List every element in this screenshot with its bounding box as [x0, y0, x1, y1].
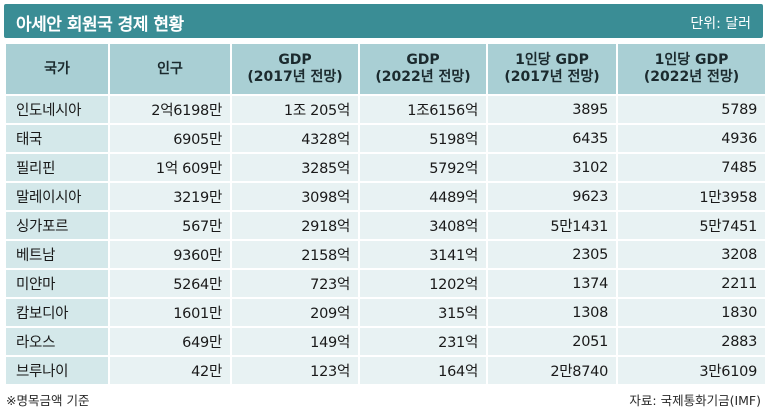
country-cell: 라오스 [6, 328, 108, 355]
gdp-per-capita-2017-cell: 1374 [488, 270, 616, 297]
header-sublabel: (2022년 전망) [643, 69, 740, 85]
header-label: 인구 [157, 60, 183, 77]
country-cell: 베트남 [6, 241, 108, 268]
gdp-per-capita-2017-cell: 5만1431 [488, 212, 616, 239]
gdp-2022-cell: 5792억 [360, 154, 486, 181]
table-row: 라오스 649만 149억 231억 2051 2883 [6, 328, 765, 355]
gdp-2022-cell: 5198억 [360, 125, 486, 152]
gdp-2022-cell: 164억 [360, 357, 486, 384]
table-row: 태국 6905만 4328억 5198억 6435 4936 [6, 125, 765, 152]
gdp-per-capita-2017-cell: 2만8740 [488, 357, 616, 384]
gdp-2017-cell: 149억 [232, 328, 358, 355]
gdp-per-capita-2017-cell: 9623 [488, 183, 616, 210]
gdp-2022-cell: 4489억 [360, 183, 486, 210]
population-cell: 6905만 [110, 125, 230, 152]
header-gdp-per-capita-2017: 1인당 GDP (2017년 전망) [488, 44, 616, 94]
gdp-2017-cell: 123억 [232, 357, 358, 384]
gdp-2017-cell: 209억 [232, 299, 358, 326]
gdp-2017-cell: 2158억 [232, 241, 358, 268]
header-sublabel: (2017년 전망) [504, 69, 600, 85]
unit-label: 단위: 달러 [690, 16, 751, 32]
gdp-2022-cell: 3408억 [360, 212, 486, 239]
gdp-2017-cell: 3098억 [232, 183, 358, 210]
table-row: 브루나이 42만 123억 164억 2만8740 3만6109 [6, 357, 765, 384]
country-cell: 싱가포르 [6, 212, 108, 239]
gdp-per-capita-2017-cell: 1308 [488, 299, 616, 326]
gdp-per-capita-2022-cell: 3208 [618, 241, 765, 268]
header-label: GDP [278, 52, 312, 68]
gdp-per-capita-2022-cell: 1830 [618, 299, 765, 326]
header-label: 1인당 GDP [654, 52, 729, 68]
gdp-per-capita-2017-cell: 3895 [488, 96, 616, 123]
gdp-2017-cell: 723억 [232, 270, 358, 297]
table-row: 인도네시아 2억6198만 1조 205억 1조6156억 3895 5789 [6, 96, 765, 123]
gdp-per-capita-2022-cell: 3만6109 [618, 357, 765, 384]
table-row: 싱가포르 567만 2918억 3408억 5만1431 5만7451 [6, 212, 765, 239]
gdp-2017-cell: 2918억 [232, 212, 358, 239]
table-row: 말레이시아 3219만 3098억 4489억 9623 1만3958 [6, 183, 765, 210]
gdp-2017-cell: 1조 205억 [232, 96, 358, 123]
page-title: 아세안 회원국 경제 현황 [16, 15, 184, 35]
source-note: 자료: 국제통화기금(IMF) [629, 393, 761, 408]
header-gdp-2022: GDP (2022년 전망) [360, 44, 486, 94]
header-label: GDP [406, 52, 440, 68]
population-cell: 649만 [110, 328, 230, 355]
gdp-2022-cell: 3141억 [360, 241, 486, 268]
gdp-per-capita-2022-cell: 7485 [618, 154, 765, 181]
gdp-per-capita-2017-cell: 2305 [488, 241, 616, 268]
population-cell: 567만 [110, 212, 230, 239]
country-cell: 캄보디아 [6, 299, 108, 326]
table-header-row: 국가 인구 GDP (2017년 전망) GDP (2022년 전망) 1인당 GD… [6, 44, 765, 94]
economy-table: 국가 인구 GDP (2017년 전망) GDP (2022년 전망) 1인당 GD… [4, 42, 767, 386]
header-country: 국가 [6, 44, 108, 94]
gdp-per-capita-2022-cell: 2211 [618, 270, 765, 297]
gdp-per-capita-2017-cell: 3102 [488, 154, 616, 181]
gdp-2022-cell: 231억 [360, 328, 486, 355]
population-cell: 42만 [110, 357, 230, 384]
title-bar: 아세안 회원국 경제 현황 단위: 달러 [4, 4, 763, 38]
header-sublabel: (2022년 전망) [375, 69, 471, 85]
gdp-per-capita-2017-cell: 6435 [488, 125, 616, 152]
population-cell: 3219만 [110, 183, 230, 210]
gdp-per-capita-2017-cell: 2051 [488, 328, 616, 355]
country-cell: 말레이시아 [6, 183, 108, 210]
header-gdp-per-capita-2022: 1인당 GDP (2022년 전망) [618, 44, 765, 94]
population-cell: 5264만 [110, 270, 230, 297]
country-cell: 미얀마 [6, 270, 108, 297]
country-cell: 브루나이 [6, 357, 108, 384]
table-row: 미얀마 5264만 723억 1202억 1374 2211 [6, 270, 765, 297]
table-row: 캄보디아 1601만 209억 315억 1308 1830 [6, 299, 765, 326]
gdp-2017-cell: 4328억 [232, 125, 358, 152]
gdp-per-capita-2022-cell: 4936 [618, 125, 765, 152]
header-population: 인구 [110, 44, 230, 94]
country-cell: 태국 [6, 125, 108, 152]
gdp-per-capita-2022-cell: 5만7451 [618, 212, 765, 239]
header-gdp-2017: GDP (2017년 전망) [232, 44, 358, 94]
footnote: ※명목금액 기준 [6, 393, 90, 408]
country-cell: 필리핀 [6, 154, 108, 181]
header-label: 국가 [44, 60, 70, 77]
header-sublabel: (2017년 전망) [247, 69, 343, 85]
country-cell: 인도네시아 [6, 96, 108, 123]
table-row: 베트남 9360만 2158억 3141억 2305 3208 [6, 241, 765, 268]
population-cell: 1억 609만 [110, 154, 230, 181]
gdp-2022-cell: 315억 [360, 299, 486, 326]
population-cell: 2억6198만 [110, 96, 230, 123]
gdp-per-capita-2022-cell: 1만3958 [618, 183, 765, 210]
table-row: 필리핀 1억 609만 3285억 5792억 3102 7485 [6, 154, 765, 181]
gdp-per-capita-2022-cell: 5789 [618, 96, 765, 123]
gdp-2017-cell: 3285억 [232, 154, 358, 181]
gdp-per-capita-2022-cell: 2883 [618, 328, 765, 355]
population-cell: 1601만 [110, 299, 230, 326]
gdp-2022-cell: 1조6156억 [360, 96, 486, 123]
gdp-2022-cell: 1202억 [360, 270, 486, 297]
header-label: 1인당 GDP [515, 52, 589, 68]
population-cell: 9360만 [110, 241, 230, 268]
